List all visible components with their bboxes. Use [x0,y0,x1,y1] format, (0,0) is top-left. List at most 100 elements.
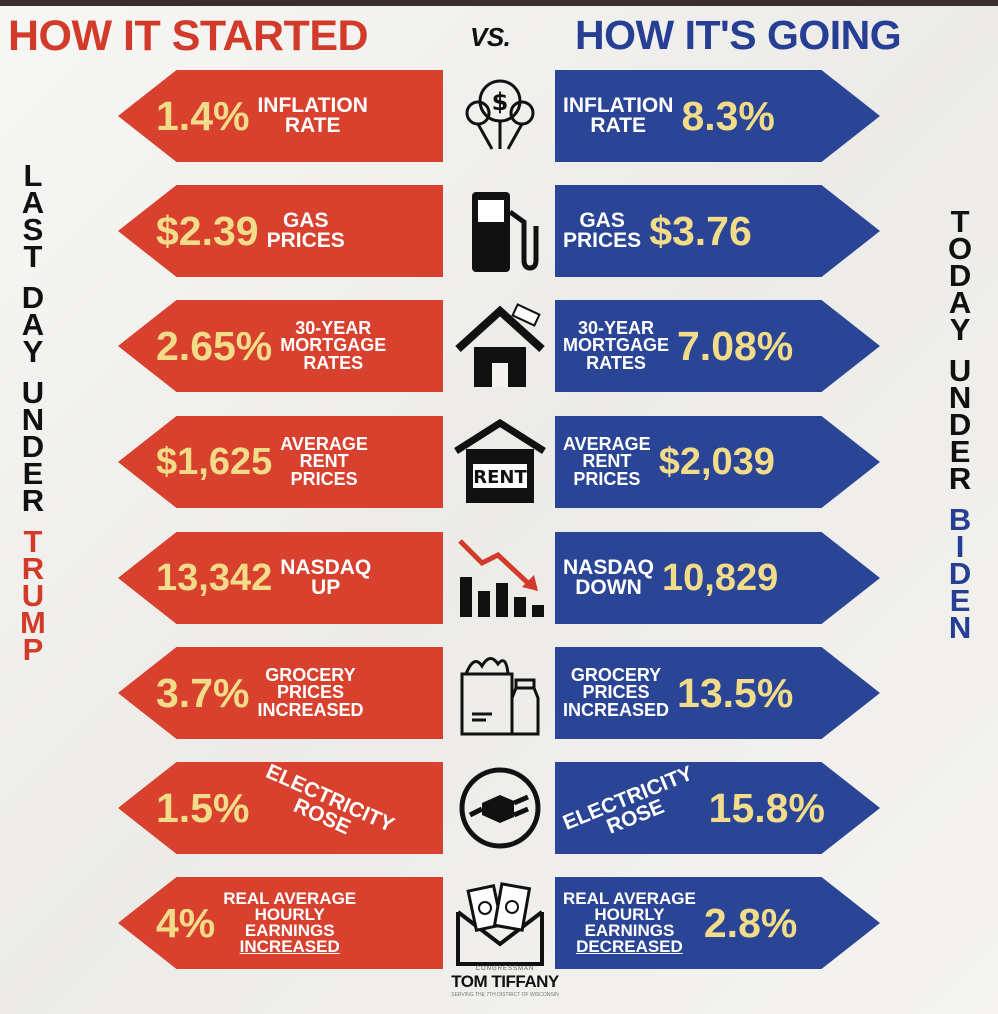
left-banner: $2.39 GAS PRICES [118,185,443,277]
header-left-title: HOW IT STARTED [8,12,369,60]
vertical-letter: A [948,285,972,320]
banner-label: ELECTRICITY ROSE [559,761,697,839]
vertical-letter: S [22,212,44,247]
vertical-name-letter: I [955,529,965,564]
left-value: $1,625 [156,440,273,483]
gas-pump-icon [452,186,548,276]
right-banner: REAL AVERAGE HOURLY EARNINGS DECREASED 2.… [555,877,880,969]
right-banner: GAS PRICES $3.76 [555,185,880,277]
banner-label: INFLATION RATE [563,94,674,137]
money-envelope-icon [452,878,548,968]
right-value: 13.5% [677,669,794,716]
logo-sub: CONGRESSMAN [475,966,535,972]
plug-icon [452,763,548,853]
vertical-name-letter: U [21,578,45,613]
vertical-letter: L [23,158,43,193]
left-banner: 1.4% INFLATION RATE [118,70,443,162]
right-banner: GROCERY PRICES INCREASED 13.5% [555,647,880,739]
right-value: 10,829 [662,556,779,599]
banner-label: GROCERY PRICES INCREASED [563,665,670,720]
svg-text:$: $ [492,88,509,116]
vertical-name-letter: E [949,583,971,618]
vertical-letter: E [949,434,971,469]
vertical-name-letter: R [21,551,45,586]
left-value: 1.5% [156,784,250,831]
vertical-letter: N [21,402,45,437]
logo: CONGRESSMAN TOM TIFFANY SERVING THE 7TH … [430,966,580,998]
banner-label: ELECTRICITY ROSE [262,759,399,840]
vertical-name-letter: N [948,610,972,645]
svg-text:RENT: RENT [473,467,527,488]
house-icon [452,301,548,391]
vertical-name-letter: B [948,502,972,537]
falling-chart-icon [452,533,548,623]
right-value: $3.76 [649,207,752,254]
left-value: 2.65% [156,322,273,369]
left-value: 3.7% [156,669,250,716]
banner-label: NASDAQ DOWN [563,556,655,599]
right-value: 7.08% [677,322,794,369]
vertical-name-letter: T [23,524,43,559]
banner-label: INFLATION RATE [257,94,368,137]
left-banner: 13,342 NASDAQ UP [118,532,443,624]
left-value: 4% [156,899,216,946]
right-banner: NASDAQ DOWN 10,829 [555,532,880,624]
banner-label-underlined: DECREASED [576,937,683,957]
banner-label-underlined: INCREASED [239,937,340,957]
vertical-letter: T [23,239,43,274]
vertical-letter: T [950,204,970,239]
vertical-letter: Y [949,312,971,347]
left-value: 1.4% [156,92,250,139]
vertical-letter: R [21,483,45,518]
vertical-letter: D [21,429,45,464]
left-value: $2.39 [156,207,259,254]
left-banner: $1,625 AVERAGE RENT PRICES [118,416,443,508]
vertical-letter: A [21,185,45,220]
left-banner: 3.7% GROCERY PRICES INCREASED [118,647,443,739]
banner-label: AVERAGE RENT PRICES [280,434,368,489]
left-value: 13,342 [156,556,273,599]
vertical-letter: E [22,456,44,491]
vertical-letter: R [948,461,972,496]
left-banner: 1.5% ELECTRICITY ROSE [118,762,443,854]
vertical-name-letter: D [948,556,972,591]
banner-label: GAS PRICES [266,209,345,252]
banner-label: 30-YEAR MORTGAGE RATES [280,318,387,373]
right-banner: AVERAGE RENT PRICES $2,039 [555,416,880,508]
vertical-letter: A [21,307,45,342]
vertical-letter: D [948,407,972,442]
banner-label: GAS PRICES [563,209,642,252]
banner-label: REAL AVERAGE HOURLY EARNINGS INCREASED [223,888,357,957]
header-vs: VS. [470,22,511,52]
banner-label: AVERAGE RENT PRICES [563,434,651,489]
top-border [0,0,998,6]
grocery-bag-icon [452,648,548,738]
header-right-title: HOW IT'S GOING [575,12,902,58]
vertical-name-letter: M [20,605,46,640]
vertical-letter: U [948,353,972,388]
logo-name: TOM TIFFANY [451,972,559,991]
right-value: 15.8% [708,784,825,831]
left-banner: 4% REAL AVERAGE HOURLY EARNINGS INCREASED [118,877,443,969]
right-banner: INFLATION RATE 8.3% [555,70,880,162]
money-balloon-icon: $ [452,71,548,161]
vertical-letter: O [948,231,973,266]
right-banner: 30-YEAR MORTGAGE RATES 7.08% [555,300,880,392]
vertical-letter: U [21,375,45,410]
banner-label: NASDAQ UP [280,556,372,599]
logo-tag: SERVING THE 7TH DISTRICT OF WISCONSIN [451,992,559,998]
left-banner: 2.65% 30-YEAR MORTGAGE RATES [118,300,443,392]
right-value: 2.8% [703,899,798,946]
right-banner: ELECTRICITY ROSE 15.8% [555,762,880,854]
right-value: $2,039 [658,440,775,483]
vertical-letter: D [948,258,972,293]
rent-sign-icon: RENT [452,417,548,507]
vertical-letter: N [948,380,972,415]
vertical-letter: Y [22,334,44,369]
vertical-name-letter: P [22,632,44,667]
right-value: 8.3% [681,92,775,139]
vertical-letter: D [21,280,45,315]
